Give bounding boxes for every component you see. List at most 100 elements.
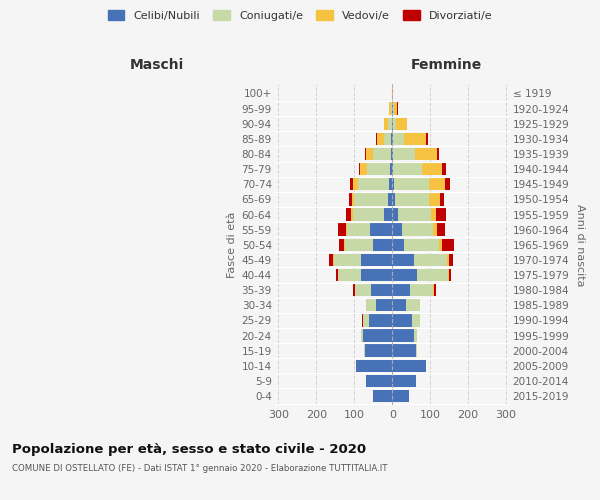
Bar: [367, 163, 391, 175]
Bar: [392, 88, 393, 100]
Bar: [383, 132, 391, 145]
Bar: [429, 178, 445, 190]
Bar: [436, 208, 446, 220]
Bar: [373, 390, 392, 402]
Bar: [376, 299, 392, 312]
Bar: [392, 330, 414, 342]
Bar: [388, 118, 392, 130]
Bar: [430, 193, 440, 205]
Bar: [392, 132, 393, 145]
Bar: [391, 148, 392, 160]
Bar: [392, 360, 425, 372]
Bar: [442, 163, 446, 175]
Bar: [346, 224, 347, 236]
Bar: [333, 254, 334, 266]
Bar: [353, 284, 355, 296]
Bar: [355, 284, 371, 296]
Bar: [442, 238, 454, 251]
Bar: [392, 254, 413, 266]
Bar: [391, 102, 392, 115]
Bar: [350, 178, 353, 190]
Bar: [362, 330, 392, 342]
Bar: [449, 254, 452, 266]
Bar: [404, 132, 427, 145]
Bar: [388, 193, 392, 205]
Text: Femmine: Femmine: [411, 58, 482, 71]
Bar: [445, 178, 449, 190]
Y-axis label: Anni di nascita: Anni di nascita: [575, 204, 585, 286]
Bar: [394, 102, 397, 115]
Bar: [392, 148, 394, 160]
Bar: [338, 269, 361, 281]
Bar: [345, 238, 373, 251]
Bar: [398, 208, 431, 220]
Bar: [392, 390, 409, 402]
Text: Popolazione per età, sesso e stato civile - 2020: Popolazione per età, sesso e stato civil…: [12, 442, 366, 456]
Bar: [394, 178, 429, 190]
Bar: [338, 224, 346, 236]
Bar: [367, 374, 392, 387]
Bar: [392, 193, 395, 205]
Bar: [437, 224, 445, 236]
Bar: [394, 148, 415, 160]
Bar: [361, 254, 392, 266]
Bar: [344, 238, 345, 251]
Bar: [334, 254, 361, 266]
Bar: [353, 208, 384, 220]
Bar: [336, 269, 338, 281]
Bar: [364, 344, 365, 357]
Bar: [393, 118, 396, 130]
Bar: [416, 344, 418, 357]
Bar: [448, 269, 449, 281]
Y-axis label: Fasce di età: Fasce di età: [227, 212, 238, 278]
Bar: [392, 314, 412, 326]
Bar: [376, 132, 377, 145]
Bar: [352, 193, 355, 205]
Bar: [384, 208, 392, 220]
Bar: [392, 118, 393, 130]
Bar: [418, 269, 448, 281]
Bar: [427, 132, 428, 145]
Bar: [361, 269, 392, 281]
Bar: [373, 238, 392, 251]
Bar: [393, 132, 404, 145]
Bar: [392, 208, 398, 220]
Bar: [365, 344, 392, 357]
Bar: [392, 102, 393, 115]
Bar: [370, 224, 392, 236]
Bar: [389, 102, 391, 115]
Bar: [384, 118, 388, 130]
Bar: [392, 269, 418, 281]
Bar: [346, 208, 351, 220]
Bar: [339, 238, 344, 251]
Bar: [404, 238, 439, 251]
Bar: [355, 193, 388, 205]
Bar: [349, 193, 352, 205]
Bar: [347, 224, 370, 236]
Bar: [365, 148, 366, 160]
Bar: [415, 148, 437, 160]
Bar: [440, 193, 444, 205]
Bar: [392, 374, 416, 387]
Bar: [392, 238, 404, 251]
Bar: [358, 178, 389, 190]
Bar: [447, 254, 449, 266]
Bar: [391, 163, 392, 175]
Bar: [392, 163, 394, 175]
Bar: [392, 344, 416, 357]
Bar: [392, 299, 406, 312]
Bar: [402, 224, 433, 236]
Bar: [392, 284, 410, 296]
Bar: [431, 208, 436, 220]
Bar: [392, 178, 394, 190]
Bar: [351, 208, 353, 220]
Bar: [389, 178, 392, 190]
Bar: [406, 299, 419, 312]
Bar: [422, 163, 442, 175]
Bar: [413, 254, 447, 266]
Bar: [439, 238, 442, 251]
Bar: [395, 193, 430, 205]
Bar: [414, 330, 418, 342]
Bar: [369, 314, 392, 326]
Bar: [366, 148, 373, 160]
